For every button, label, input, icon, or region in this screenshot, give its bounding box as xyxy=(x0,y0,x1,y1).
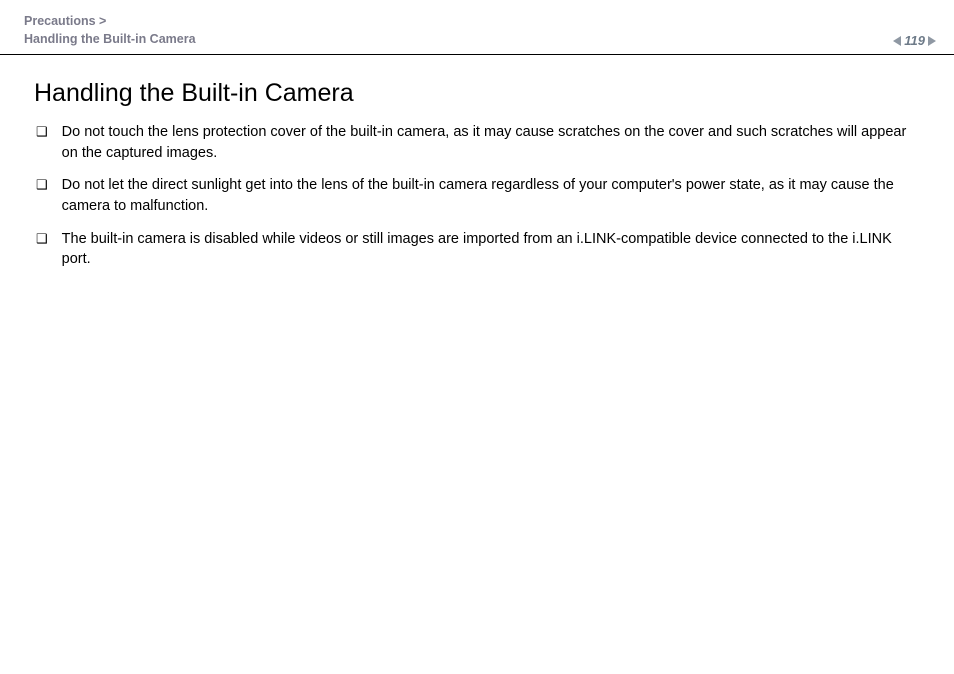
page-title: Handling the Built-in Camera xyxy=(34,79,924,108)
page-content: Handling the Built-in Camera ❑ Do not to… xyxy=(0,55,954,269)
breadcrumb: Precautions > Handling the Built-in Came… xyxy=(24,12,196,48)
list-item-text: Do not touch the lens protection cover o… xyxy=(62,122,924,163)
list-item: ❑ Do not let the direct sunlight get int… xyxy=(34,175,924,216)
bullet-icon: ❑ xyxy=(36,123,48,141)
page-nav: 119 xyxy=(893,33,936,48)
list-item-text: The built-in camera is disabled while vi… xyxy=(62,229,924,270)
page-number: 119 xyxy=(904,33,925,48)
prev-page-icon[interactable] xyxy=(893,36,901,46)
bullet-icon: ❑ xyxy=(36,176,48,194)
list-item: ❑ The built-in camera is disabled while … xyxy=(34,229,924,270)
bullet-icon: ❑ xyxy=(36,230,48,248)
list-item-text: Do not let the direct sunlight get into … xyxy=(62,175,924,216)
next-page-icon[interactable] xyxy=(928,36,936,46)
list-item: ❑ Do not touch the lens protection cover… xyxy=(34,122,924,163)
page-header: Precautions > Handling the Built-in Came… xyxy=(0,0,954,55)
breadcrumb-page: Handling the Built-in Camera xyxy=(24,30,196,48)
breadcrumb-section: Precautions > xyxy=(24,12,196,30)
